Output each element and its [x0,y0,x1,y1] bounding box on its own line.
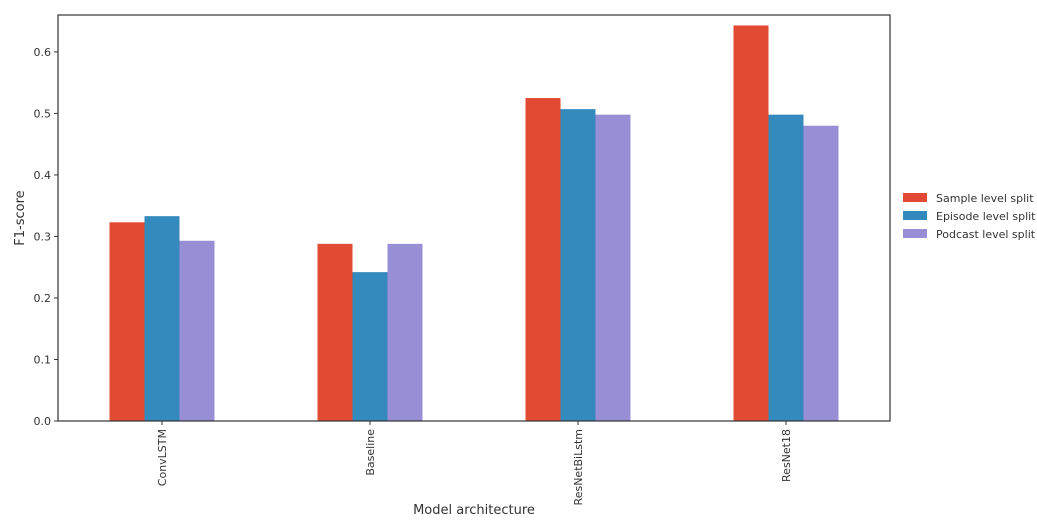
legend-label-1: Sample level split [936,192,1034,205]
plot-frame [57,14,891,422]
y-tick-label: 0.1 [34,353,52,366]
bar-baseline-3 [387,243,423,421]
bar-convlstm-1 [109,222,145,421]
y-axis-title: F1-score [13,190,28,245]
x-axis-title: Model architecture [413,503,535,518]
legend-swatch-1 [903,193,927,202]
y-tick-label: 0.0 [34,415,52,428]
legend-label-3: Podcast level split [936,228,1036,241]
y-tick-label: 0.4 [34,169,52,182]
y-tick-label: 0.6 [34,46,52,59]
bars-layer [109,25,839,422]
bar-resnetbilstm-1 [525,98,561,421]
bar-resnetbilstm-3 [595,114,631,422]
x-tick-label: ResNet18 [780,429,793,482]
bar-convlstm-2 [144,216,180,421]
legend-swatch-2 [903,211,927,220]
bar-convlstm-3 [179,240,215,421]
legend: Sample level split Episode level split Pod… [903,192,1036,241]
bar-baseline-2 [352,272,388,421]
axes-layer: ConvLSTM Baseline ResNetBiLstm ResNet18 0.0 0… [34,14,891,505]
y-tick-label: 0.3 [34,230,52,243]
y-tick-label: 0.2 [34,292,52,305]
legend-swatch-3 [903,229,927,238]
x-tick-label: ResNetBiLstm [572,429,585,505]
y-tick-label: 0.5 [34,107,52,120]
bar-resnet18-3 [803,125,839,422]
legend-label-2: Episode level split [936,210,1036,223]
bar-resnet18-2 [768,114,804,422]
bar-resnetbilstm-2 [560,109,596,422]
x-tick-label: ConvLSTM [156,429,169,486]
bar-baseline-1 [317,243,353,421]
x-tick-label: Baseline [364,429,377,476]
bar-resnet18-1 [733,25,769,421]
